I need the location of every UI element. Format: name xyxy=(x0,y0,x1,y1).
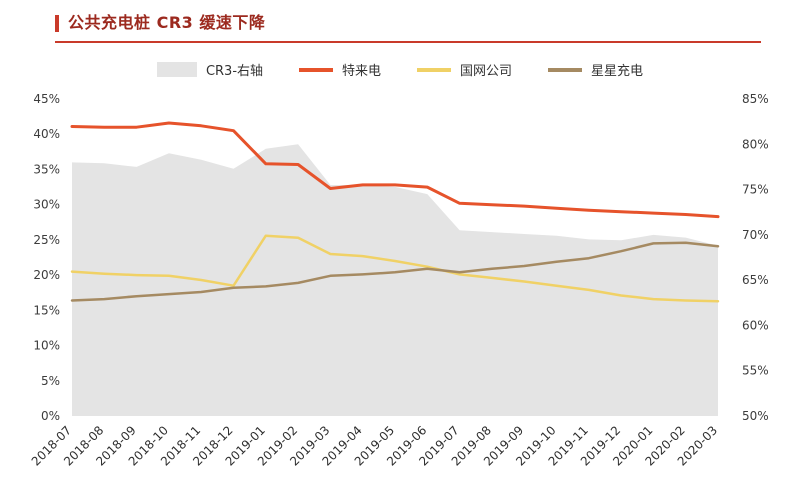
legend-item-guowang: 国网公司 xyxy=(417,60,512,79)
legend-item-telaidian: 特来电 xyxy=(299,60,381,79)
title-underline xyxy=(55,41,761,43)
legend-swatch-guowang-line xyxy=(417,67,452,72)
right-axis-tick: 60% xyxy=(742,318,769,332)
left-axis-tick: 5% xyxy=(41,374,60,388)
right-axis-tick: 55% xyxy=(742,364,769,378)
left-axis-tick: 0% xyxy=(41,409,60,423)
right-axis-tick: 80% xyxy=(742,137,769,151)
legend-label-xingxing: 星星充电 xyxy=(591,64,644,79)
legend-swatch-cr3-area xyxy=(156,62,197,77)
legend-label-guowang: 国网公司 xyxy=(460,64,513,79)
left-axis-tick: 30% xyxy=(33,198,60,212)
left-axis-tick: 10% xyxy=(33,339,60,353)
legend-label-cr3: CR3-右轴 xyxy=(205,64,264,79)
right-axis-tick: 50% xyxy=(742,409,769,423)
right-axis-tick: 75% xyxy=(742,183,769,197)
left-axis-tick: 25% xyxy=(33,233,60,247)
page-title: 公共充电桩 CR3 缓速下降 xyxy=(68,13,266,32)
legend: CR3-右轴 特来电 国网公司 星星充电 xyxy=(0,60,800,79)
left-axis-tick: 15% xyxy=(33,303,60,317)
left-axis-tick: 40% xyxy=(33,127,60,141)
title-accent-bar xyxy=(55,14,59,32)
line-telaidian xyxy=(70,121,720,219)
left-axis-tick: 35% xyxy=(33,162,60,176)
chart-area: 45% 40% 35% 30% 25% 20% 15% 10% 5% 0% 85% 80% 75% 70%… xyxy=(0,85,800,489)
left-axis-tick: 45% xyxy=(33,92,60,106)
legend-item-xingxing: 星星充电 xyxy=(548,60,643,79)
header: 公共充电桩 CR3 缓速下降 xyxy=(55,12,800,34)
legend-swatch-xingxing-line xyxy=(548,67,583,72)
line-guowang xyxy=(70,234,720,303)
right-axis-tick: 85% xyxy=(742,92,769,106)
area-cr3 xyxy=(72,144,718,417)
right-axis-tick: 70% xyxy=(742,228,769,242)
legend-swatch-telaidian-line xyxy=(299,67,334,72)
left-axis-tick: 20% xyxy=(33,268,60,282)
legend-label-telaidian: 特来电 xyxy=(342,64,382,79)
right-axis-tick: 65% xyxy=(742,273,769,287)
legend-item-cr3: CR3-右轴 xyxy=(156,60,264,79)
line-xingxing xyxy=(70,241,720,302)
chart-svg: 45% 40% 35% 30% 25% 20% 15% 10% 5% 0% 85% 80% 75% 70%… xyxy=(29,92,769,469)
